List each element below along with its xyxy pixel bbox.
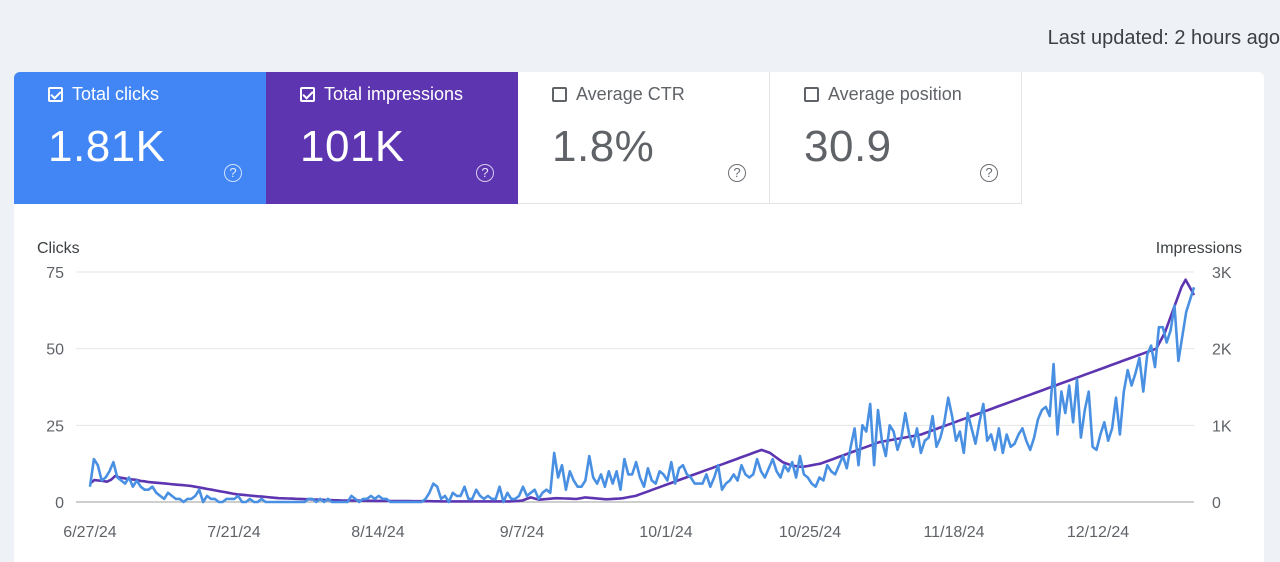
- checkbox-unchecked-icon[interactable]: [804, 87, 819, 102]
- right-axis-title: Impressions: [1156, 240, 1242, 257]
- help-icon[interactable]: ?: [728, 164, 746, 182]
- gridlines: [76, 271, 1194, 503]
- metric-cards: Total clicks 1.81K ? Total impressions 1…: [14, 72, 1022, 204]
- card-value: 30.9: [804, 122, 892, 171]
- checkbox-unchecked-icon[interactable]: [552, 87, 567, 102]
- card-total-impressions[interactable]: Total impressions 101K ?: [266, 72, 518, 204]
- card-header: Total impressions: [300, 84, 463, 105]
- y-left-tick-label: 0: [55, 495, 64, 512]
- x-tick-label: 7/21/24: [207, 524, 260, 541]
- card-value: 1.81K: [48, 122, 166, 171]
- y-left-tick-label: 50: [46, 342, 64, 359]
- x-tick-label: 6/27/24: [63, 524, 116, 541]
- help-icon[interactable]: ?: [980, 164, 998, 182]
- last-updated-text: Last updated: 2 hours ago: [1047, 27, 1280, 49]
- card-value: 101K: [300, 122, 405, 171]
- x-tick-label: 12/12/24: [1067, 524, 1129, 541]
- card-average-position[interactable]: Average position 30.9 ?: [770, 72, 1022, 204]
- x-tick-label: 10/25/24: [779, 524, 841, 541]
- checkbox-checked-icon[interactable]: [48, 87, 63, 102]
- card-label: Average position: [828, 84, 962, 104]
- help-icon[interactable]: ?: [224, 164, 242, 182]
- x-axis-ticks: 6/27/24 7/21/24 8/14/24 9/7/24 10/1/24 10/25/…: [63, 524, 1129, 541]
- series-line-impressions[interactable]: [89, 278, 1196, 503]
- help-icon[interactable]: ?: [476, 164, 494, 182]
- x-tick-label: 8/14/24: [351, 524, 404, 541]
- y-left-tick-label: 25: [46, 418, 64, 435]
- card-value: 1.8%: [552, 122, 655, 171]
- left-axis-ticks: 0 25 50 75: [46, 265, 64, 512]
- y-right-tick-label: 2K: [1212, 342, 1232, 359]
- card-total-clicks[interactable]: Total clicks 1.81K ?: [14, 72, 266, 204]
- card-label: Total impressions: [324, 84, 464, 104]
- card-header: Average CTR: [552, 84, 685, 105]
- y-right-tick-label: 0: [1212, 495, 1221, 512]
- left-axis-title: Clicks: [37, 240, 80, 257]
- y-right-tick-label: 3K: [1212, 265, 1232, 282]
- x-tick-label: 9/7/24: [500, 524, 545, 541]
- card-average-ctr[interactable]: Average CTR 1.8% ?: [518, 72, 770, 204]
- x-tick-label: 10/1/24: [639, 524, 692, 541]
- card-header: Average position: [804, 84, 962, 105]
- x-tick-label: 11/18/24: [923, 524, 984, 541]
- y-left-tick-label: 75: [46, 265, 64, 282]
- series-lines: [88, 278, 1196, 504]
- card-label: Total clicks: [72, 84, 160, 104]
- series-line-clicks[interactable]: [88, 286, 1196, 504]
- card-label: Average CTR: [576, 84, 685, 104]
- performance-chart[interactable]: Clicks Impressions 0 25 50 75 0 1K 2K 3K 6/27/…: [14, 72, 1264, 562]
- checkbox-checked-icon[interactable]: [300, 87, 315, 102]
- card-header: Total clicks: [48, 84, 159, 105]
- performance-panel: Total clicks 1.81K ? Total impressions 1…: [14, 72, 1264, 562]
- y-right-tick-label: 1K: [1212, 418, 1232, 435]
- right-axis-ticks: 0 1K 2K 3K: [1212, 265, 1232, 512]
